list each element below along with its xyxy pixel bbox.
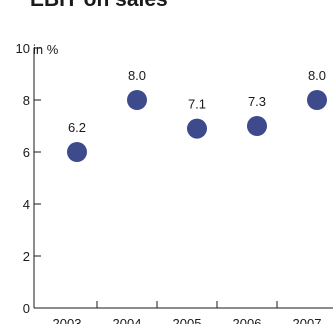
y-tick-label: 8 (23, 93, 30, 108)
x-axis-ticks: 2003 2004 2005 2006 2007 (53, 301, 322, 324)
chart-title: EBIT on sales (30, 0, 168, 12)
y-axis-unit-label: in % (33, 42, 59, 57)
y-tick-label: 0 (23, 301, 30, 316)
chart-axes (33, 48, 333, 309)
data-point-label: 6.2 (68, 120, 86, 135)
data-point-marker (247, 116, 267, 136)
x-category-label: 2004 (113, 316, 142, 324)
data-labels: 6.2 8.0 7.1 7.3 8.0 (68, 68, 326, 135)
y-tick-label: 10 (16, 41, 30, 56)
data-point-label: 7.1 (188, 97, 206, 112)
x-category-label: 2003 (53, 316, 82, 324)
data-point-marker (307, 90, 327, 110)
data-point-label: 8.0 (128, 68, 146, 83)
data-point-label: 8.0 (308, 68, 326, 83)
y-tick-label: 4 (23, 197, 30, 212)
data-points (67, 90, 327, 162)
y-tick-label: 6 (23, 145, 30, 160)
x-category-label: 2006 (233, 316, 262, 324)
data-point-marker (187, 118, 207, 139)
y-tick-label: 2 (23, 249, 30, 264)
x-category-label: 2007 (293, 316, 322, 324)
y-axis-ticks: 0 2 4 6 8 10 (16, 41, 41, 316)
data-point-marker (67, 142, 87, 162)
x-category-label: 2005 (173, 316, 202, 324)
data-point-label: 7.3 (248, 94, 266, 109)
data-point-marker (127, 90, 147, 110)
